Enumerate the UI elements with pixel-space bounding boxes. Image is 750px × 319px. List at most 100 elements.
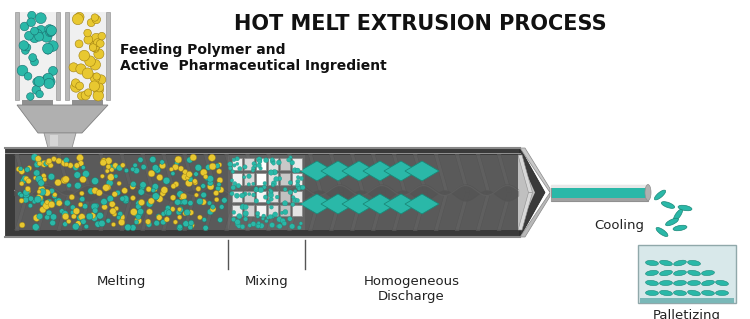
Circle shape <box>22 197 28 203</box>
Polygon shape <box>455 155 470 192</box>
Polygon shape <box>350 155 364 192</box>
Circle shape <box>270 159 275 164</box>
Circle shape <box>90 73 100 83</box>
Polygon shape <box>15 155 29 192</box>
Text: Palletizing: Palletizing <box>653 309 721 319</box>
Circle shape <box>287 217 292 221</box>
Circle shape <box>152 187 157 192</box>
Circle shape <box>161 187 168 194</box>
Polygon shape <box>266 192 281 230</box>
Circle shape <box>278 224 282 229</box>
Circle shape <box>288 181 292 185</box>
Circle shape <box>133 163 137 167</box>
Ellipse shape <box>678 205 692 211</box>
Circle shape <box>92 188 98 194</box>
Circle shape <box>135 217 142 224</box>
Ellipse shape <box>688 260 700 266</box>
Polygon shape <box>434 192 448 230</box>
Circle shape <box>170 195 176 200</box>
Circle shape <box>90 59 101 70</box>
Circle shape <box>205 176 209 181</box>
Circle shape <box>178 215 182 219</box>
Circle shape <box>94 204 99 208</box>
Polygon shape <box>120 192 134 230</box>
Circle shape <box>243 175 246 179</box>
Bar <box>305 155 518 230</box>
Circle shape <box>62 213 69 220</box>
Circle shape <box>243 192 248 196</box>
Circle shape <box>122 188 128 194</box>
Circle shape <box>284 188 287 191</box>
Bar <box>244 173 254 185</box>
Circle shape <box>47 41 58 51</box>
Circle shape <box>80 191 84 196</box>
Circle shape <box>116 215 121 219</box>
Circle shape <box>75 40 83 48</box>
Circle shape <box>49 66 58 75</box>
Circle shape <box>154 167 160 173</box>
Circle shape <box>200 169 207 176</box>
Circle shape <box>266 216 270 219</box>
Circle shape <box>81 166 86 170</box>
Circle shape <box>154 221 159 226</box>
Circle shape <box>280 211 284 214</box>
Polygon shape <box>162 192 176 230</box>
Circle shape <box>184 209 190 216</box>
Circle shape <box>220 204 224 209</box>
Circle shape <box>270 158 274 161</box>
Circle shape <box>197 215 202 220</box>
Circle shape <box>121 163 125 167</box>
Polygon shape <box>162 155 176 192</box>
Bar <box>280 191 290 202</box>
Circle shape <box>146 219 151 224</box>
Circle shape <box>19 168 25 174</box>
Polygon shape <box>329 192 344 230</box>
Circle shape <box>206 164 212 170</box>
Circle shape <box>236 162 238 166</box>
Circle shape <box>130 225 136 231</box>
Circle shape <box>251 166 255 170</box>
Circle shape <box>92 215 98 221</box>
Circle shape <box>272 161 275 165</box>
Circle shape <box>26 186 31 191</box>
Circle shape <box>268 170 274 175</box>
Polygon shape <box>518 155 535 230</box>
Ellipse shape <box>674 209 682 221</box>
Circle shape <box>44 73 53 83</box>
Circle shape <box>231 185 236 190</box>
Circle shape <box>243 211 248 216</box>
Circle shape <box>94 83 104 92</box>
Circle shape <box>20 198 24 203</box>
Circle shape <box>90 213 95 219</box>
Circle shape <box>48 174 55 180</box>
Polygon shape <box>308 192 323 230</box>
Circle shape <box>178 207 183 212</box>
Circle shape <box>106 164 111 169</box>
Circle shape <box>124 224 131 231</box>
Bar <box>232 191 242 202</box>
Circle shape <box>81 219 86 224</box>
Bar <box>268 158 278 170</box>
Circle shape <box>209 154 215 161</box>
Circle shape <box>156 214 161 219</box>
Bar <box>640 298 734 303</box>
Ellipse shape <box>659 290 673 296</box>
Circle shape <box>258 187 264 193</box>
Circle shape <box>140 185 145 190</box>
Circle shape <box>17 65 28 76</box>
Circle shape <box>242 193 246 197</box>
Circle shape <box>137 211 142 217</box>
Polygon shape <box>266 155 281 192</box>
Circle shape <box>26 178 32 184</box>
Bar <box>292 191 302 202</box>
Circle shape <box>92 45 99 52</box>
Circle shape <box>237 224 241 228</box>
Bar <box>56 12 60 100</box>
Circle shape <box>269 197 273 201</box>
Circle shape <box>74 182 81 189</box>
Circle shape <box>272 169 278 175</box>
Circle shape <box>44 78 54 89</box>
Circle shape <box>62 176 69 183</box>
Polygon shape <box>300 194 334 214</box>
Circle shape <box>64 162 68 167</box>
